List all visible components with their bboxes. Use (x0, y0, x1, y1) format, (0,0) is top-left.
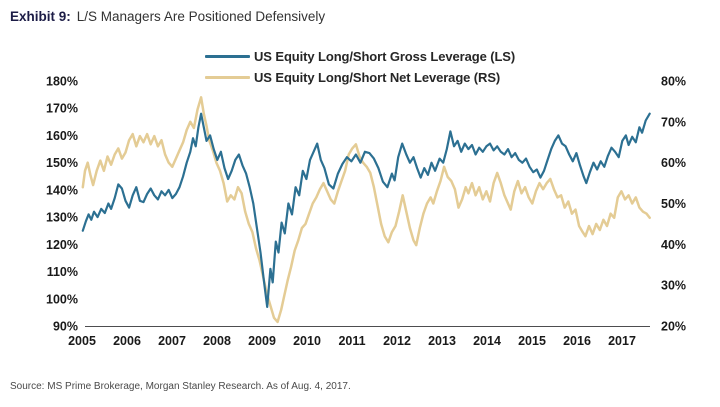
left-axis-tick-label: 170% (46, 102, 78, 116)
x-axis-year-label: 2014 (473, 334, 501, 348)
x-axis-year-label: 2009 (248, 334, 276, 348)
left-axis-tick-label: 160% (46, 129, 78, 143)
left-axis-tick-label: 110% (47, 265, 78, 279)
x-axis-year-label: 2011 (338, 334, 365, 348)
left-axis-tick-label: 130% (46, 211, 78, 225)
x-axis-year-label: 2006 (113, 334, 141, 348)
source-note: Source: MS Prime Brokerage, Morgan Stanl… (10, 381, 351, 392)
page-title: Exhibit 9: L/S Managers Are Positioned De… (10, 9, 325, 24)
net-leverage-line (81, 96, 651, 324)
legend-item-gross-leverage: US Equity Long/Short Gross Leverage (LS) (205, 48, 515, 65)
right-axis-tick-label: 70% (661, 115, 686, 129)
left-axis-tick-label: 90% (53, 320, 78, 334)
right-axis-tick-label: 50% (661, 197, 686, 211)
x-axis-year-label: 2016 (563, 334, 591, 348)
x-axis-year-label: 2012 (383, 334, 411, 348)
legend-label: US Equity Long/Short Net Leverage (RS) (254, 70, 501, 85)
legend-label: US Equity Long/Short Gross Leverage (LS) (254, 49, 516, 64)
left-axis-tick-label: 100% (46, 292, 78, 306)
left-axis-tick-label: 140% (46, 183, 78, 197)
gross-leverage-line-swatch (205, 55, 250, 58)
left-axis-tick-label: 150% (46, 156, 78, 170)
legend-item-net-leverage: US Equity Long/Short Net Leverage (RS) (205, 69, 515, 86)
gross-leverage-line (81, 112, 651, 308)
right-axis-tick-label: 40% (661, 238, 686, 252)
x-axis-year-label: 2015 (518, 334, 546, 348)
right-axis-tick-label: 20% (661, 320, 686, 334)
x-axis-year-label: 2013 (428, 334, 456, 348)
exhibit-title-text: L/S Managers Are Positioned Defensively (76, 9, 326, 24)
x-axis-year-label: 2007 (158, 334, 186, 348)
x-axis-year-label: 2008 (203, 334, 231, 348)
right-axis-tick-label: 60% (661, 156, 686, 170)
right-axis-tick-label: 80% (661, 75, 686, 89)
chart-legend: US Equity Long/Short Gross Leverage (LS)… (205, 48, 515, 86)
net-leverage-line-swatch (205, 76, 250, 79)
left-axis-tick-label: 120% (46, 238, 78, 252)
x-axis-year-label: 2017 (608, 334, 636, 348)
x-axis-year-label: 2005 (68, 334, 96, 348)
left-axis-tick-label: 180% (46, 75, 78, 89)
x-axis-year-label: 2010 (293, 334, 321, 348)
right-axis-tick-label: 30% (661, 279, 686, 293)
exhibit-number: Exhibit 9: (10, 9, 71, 24)
